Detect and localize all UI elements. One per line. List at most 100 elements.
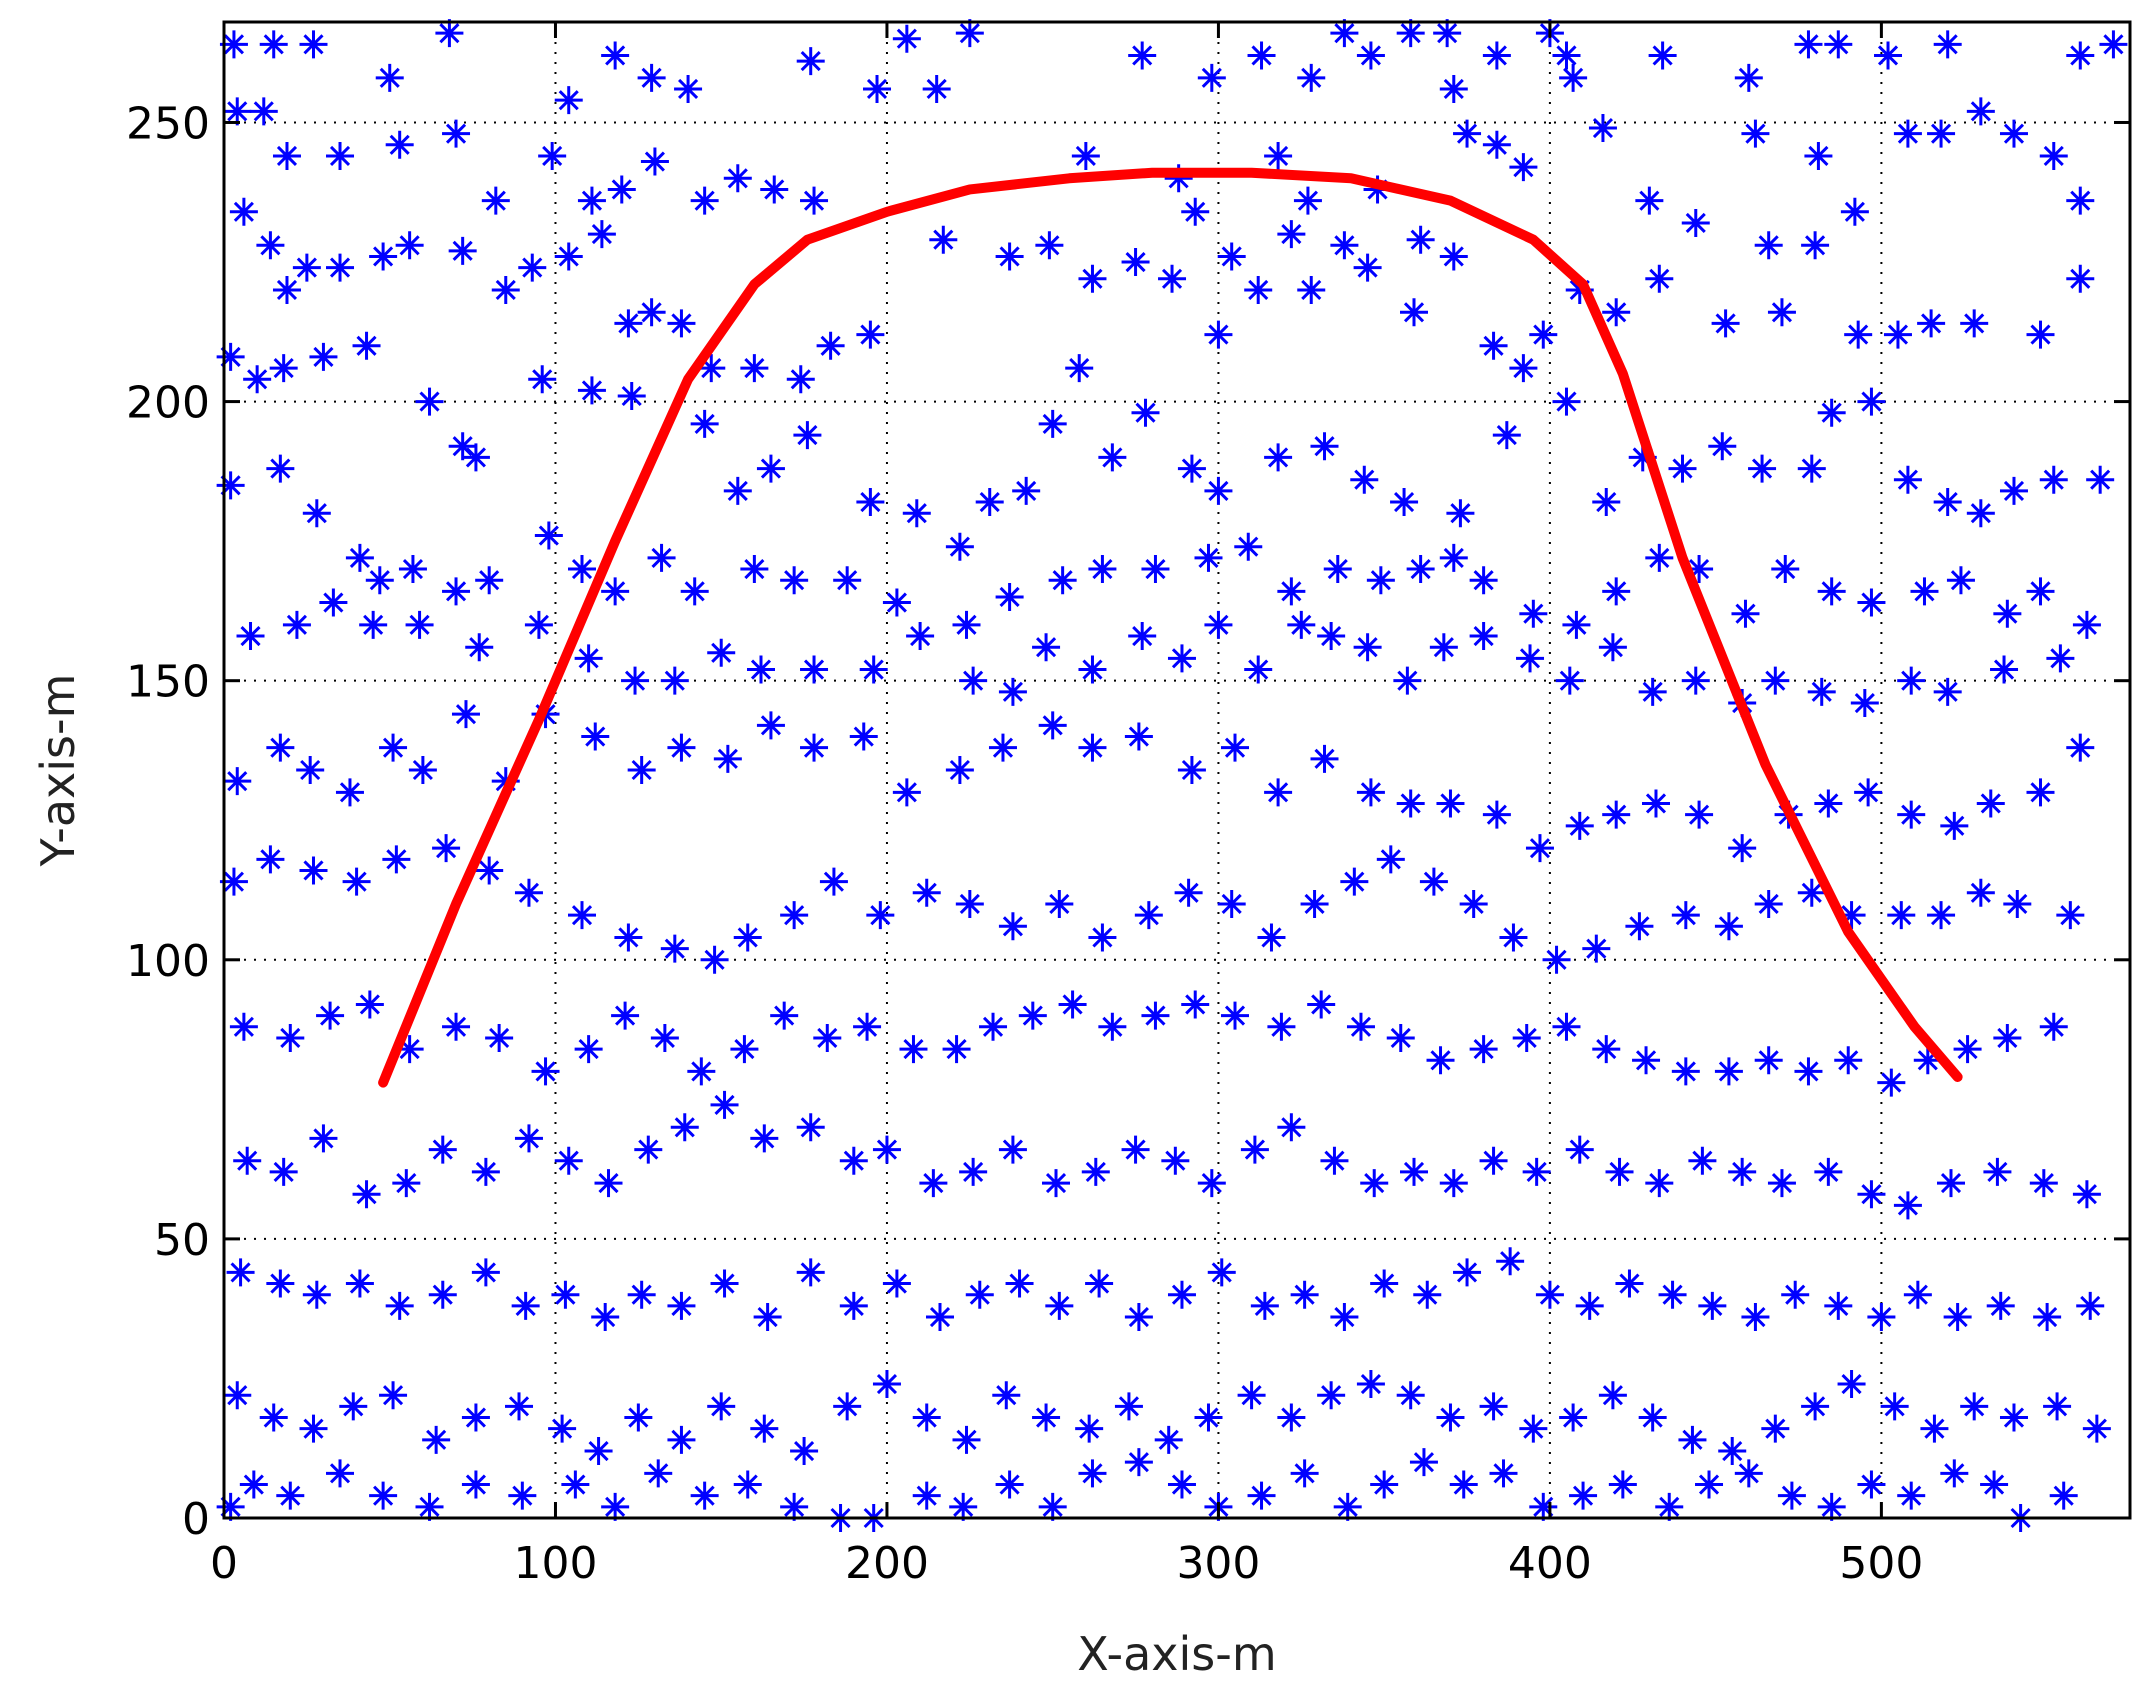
scatter-point xyxy=(1993,1023,2022,1052)
scatter-point xyxy=(1406,225,1435,254)
scatter-point xyxy=(627,1280,656,1309)
scatter-point xyxy=(1509,153,1538,182)
scatter-point xyxy=(1141,555,1170,584)
scatter-point xyxy=(1565,811,1594,840)
scatter-point xyxy=(1181,990,1210,1019)
scatter-point xyxy=(1771,555,1800,584)
scatter-point xyxy=(1542,945,1571,974)
scatter-point xyxy=(690,186,719,215)
scatter-point xyxy=(1645,264,1674,293)
scatter-point xyxy=(1711,309,1740,338)
scatter-point xyxy=(1459,889,1488,918)
scatter-point xyxy=(1128,622,1157,651)
scatter-point xyxy=(1893,119,1922,148)
scatter-point xyxy=(1867,1303,1896,1332)
scatter-point xyxy=(1897,666,1926,695)
scatter-point xyxy=(1529,1492,1558,1521)
scatter-point xyxy=(223,97,252,126)
scatter-point xyxy=(1943,1303,1972,1332)
scatter-point xyxy=(1850,689,1879,718)
scatter-point xyxy=(1980,1470,2009,1499)
scatter-point xyxy=(700,945,729,974)
scatter-point xyxy=(1893,465,1922,494)
scatter-point xyxy=(1678,1425,1707,1454)
scatter-point xyxy=(1635,186,1664,215)
scatter-point xyxy=(796,1258,825,1287)
scatter-point xyxy=(1648,41,1677,70)
scatter-point xyxy=(793,421,822,450)
scatter-point xyxy=(1177,756,1206,784)
scatter-point xyxy=(949,1492,978,1521)
scatter-point xyxy=(849,722,878,751)
scatter-point xyxy=(2039,465,2068,494)
scatter-point xyxy=(2072,1180,2101,1209)
scatter-point xyxy=(1360,1169,1389,1198)
scatter-point xyxy=(1400,1157,1429,1186)
scatter-point xyxy=(236,622,265,651)
y-tick-label: 150 xyxy=(126,657,210,708)
scatter-point xyxy=(1814,789,1843,818)
scatter-point xyxy=(415,1492,444,1521)
scatter-point xyxy=(1045,1291,1074,1320)
scatter-point xyxy=(505,1392,534,1421)
scatter-point xyxy=(1353,253,1382,282)
scatter-point xyxy=(319,588,348,617)
scatter-point xyxy=(1290,1459,1319,1488)
scatter-point xyxy=(1569,1481,1598,1510)
scatter-point xyxy=(1409,1448,1438,1477)
scatter-point xyxy=(1555,666,1584,695)
scatter-point xyxy=(1940,811,1969,840)
scatter-point xyxy=(723,164,752,193)
scatter-point xyxy=(1479,1146,1508,1175)
scatter-point xyxy=(514,1124,543,1153)
scatter-point xyxy=(2066,264,2095,293)
scatter-point xyxy=(690,1481,719,1510)
scatter-point xyxy=(1267,1012,1296,1041)
scatter-point xyxy=(667,733,696,762)
scatter-point xyxy=(398,555,427,584)
scatter-point xyxy=(1124,722,1153,751)
scatter-point xyxy=(1734,63,1763,92)
scatter-point xyxy=(1592,488,1621,517)
scatter-point xyxy=(1728,1157,1757,1186)
scatter-point xyxy=(1615,1269,1644,1298)
scatter-point xyxy=(326,141,355,170)
scatter-point xyxy=(1897,1481,1926,1510)
scatter-point xyxy=(687,1057,716,1086)
scatter-point xyxy=(1469,1035,1498,1064)
scatter-point xyxy=(1453,1258,1482,1287)
scatter-point xyxy=(770,1001,799,1030)
scatter-point xyxy=(1439,543,1468,572)
scatter-point xyxy=(272,141,301,170)
scatter-point xyxy=(554,242,583,271)
scatter-point xyxy=(299,30,328,59)
scatter-point xyxy=(1433,19,1462,48)
scatter-point xyxy=(856,320,885,349)
scatter-point xyxy=(428,1135,457,1164)
scatter-point xyxy=(594,1169,623,1198)
scatter-point xyxy=(760,175,789,204)
scatter-point xyxy=(316,1001,345,1030)
scatter-point xyxy=(1668,454,1697,483)
scatter-point xyxy=(1509,354,1538,383)
scatter-point xyxy=(816,331,845,360)
scatter-point xyxy=(1910,577,1939,606)
scatter-point xyxy=(233,1146,262,1175)
scatter-point xyxy=(1990,655,2019,684)
scatter-point xyxy=(1247,41,1276,70)
x-tick-label: 500 xyxy=(1839,1538,1923,1589)
scatter-point xyxy=(1602,298,1631,327)
scatter-point xyxy=(2049,1481,2078,1510)
scatter-point xyxy=(1628,443,1657,472)
scatter-point xyxy=(1449,1470,1478,1499)
scatter-point xyxy=(1386,1023,1415,1052)
scatter-point xyxy=(442,119,471,148)
scatter-point xyxy=(1247,1481,1276,1510)
scatter-point xyxy=(299,856,328,885)
scatter-point xyxy=(813,1023,842,1052)
scatter-point xyxy=(1204,610,1233,639)
scatter-point xyxy=(713,744,742,773)
scatter-point xyxy=(379,1381,408,1410)
scatter-point xyxy=(786,365,815,394)
scatter-point xyxy=(833,1392,862,1421)
